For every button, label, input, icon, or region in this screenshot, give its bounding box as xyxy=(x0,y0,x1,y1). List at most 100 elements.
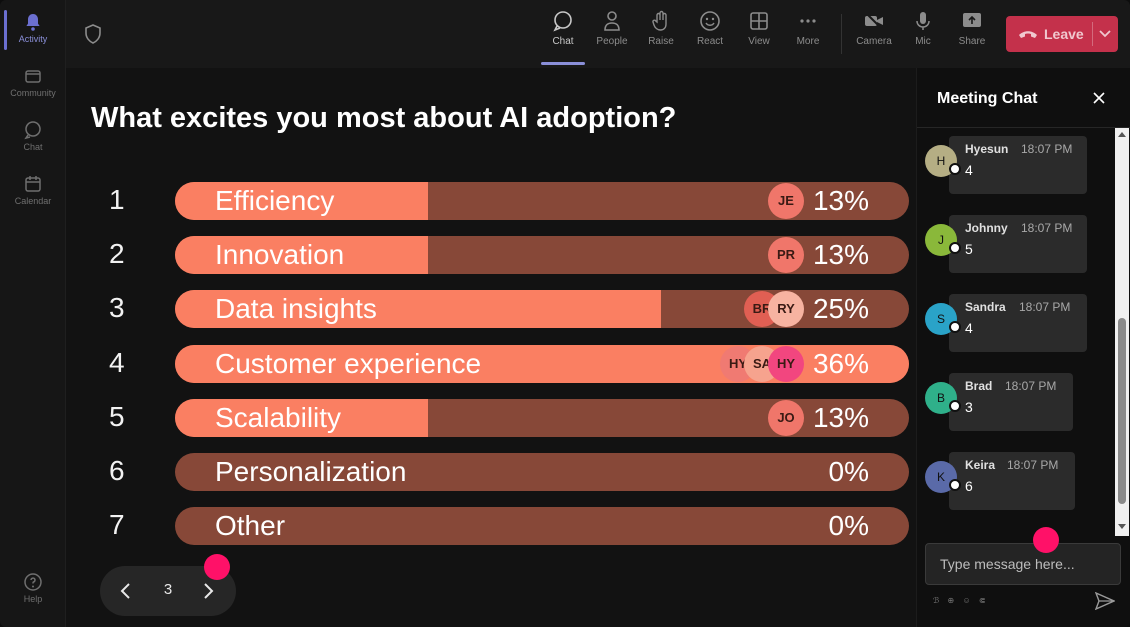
message-time: 18:07 PM xyxy=(1021,142,1073,156)
option-number: 1 xyxy=(109,184,125,215)
grid-view-icon xyxy=(750,12,768,30)
chat-message-input[interactable] xyxy=(925,543,1121,585)
toolbar-label: Chat xyxy=(552,36,574,47)
chat-header: Meeting Chat xyxy=(917,68,1130,128)
option-percent: 13% xyxy=(812,185,869,216)
option-label: Customer experience xyxy=(215,347,482,379)
option-bar: Data insights BR RY 25% xyxy=(175,290,909,329)
pointer-indicator xyxy=(1033,527,1059,553)
presence-status-icon xyxy=(949,163,961,175)
sender-name: Johnny xyxy=(965,221,1008,235)
option-percent: 36% xyxy=(812,347,869,379)
more-icon xyxy=(800,19,816,23)
rail-item-activity[interactable]: Activity xyxy=(0,10,66,50)
leave-button[interactable]: Leave xyxy=(1006,16,1118,52)
sender-name: Sandra xyxy=(965,300,1006,314)
close-icon[interactable] xyxy=(1091,90,1107,106)
smile-icon xyxy=(700,11,720,31)
option-percent: 25% xyxy=(812,293,869,325)
option-bar: Personalization 0% xyxy=(175,453,909,491)
option-bar: Other 0% xyxy=(175,507,909,546)
community-icon xyxy=(25,70,41,83)
toolbar-share-button[interactable]: Share xyxy=(950,10,994,47)
bell-icon xyxy=(26,14,40,31)
chat-scrollbar[interactable] xyxy=(1115,128,1129,536)
people-icon xyxy=(604,11,620,31)
scroll-thumb[interactable] xyxy=(1118,318,1126,504)
rail-item-calendar[interactable]: Calendar xyxy=(0,174,66,206)
option-bar-fill xyxy=(175,290,661,329)
page-number: 3 xyxy=(163,581,173,598)
toolbar-chat-button[interactable]: Chat xyxy=(541,10,585,65)
message-text: 6 xyxy=(965,478,973,494)
presence-status-icon xyxy=(949,400,961,412)
message-time: 18:07 PM xyxy=(1005,379,1057,393)
rail-item-help[interactable]: Help xyxy=(0,572,66,604)
rail-item-label: Activity xyxy=(18,34,48,44)
message-text: 5 xyxy=(965,241,973,257)
scroll-down-arrow[interactable] xyxy=(1118,524,1126,529)
toolbar-divider xyxy=(841,14,842,54)
message-text: 4 xyxy=(965,162,973,178)
rail-item-community[interactable]: Community xyxy=(0,66,66,98)
voter-avatar: HY xyxy=(768,345,804,382)
option-bar: Scalability JO 13% xyxy=(175,398,909,437)
format-toolbar[interactable]: ℬ ⊕ ☺ ⋐ xyxy=(933,596,989,605)
option-number: 6 xyxy=(109,455,125,486)
toolbar-more-button[interactable]: More xyxy=(786,10,830,47)
option-bar: Innovation PR 13% xyxy=(175,236,909,275)
rail-item-chat[interactable]: Chat xyxy=(0,120,66,152)
leave-divider xyxy=(1092,22,1093,46)
poll-option-row: 7 Other 0% xyxy=(91,507,911,546)
scroll-up-arrow[interactable] xyxy=(1118,132,1126,137)
sender-name: Brad xyxy=(965,379,993,393)
chevron-down-icon[interactable] xyxy=(1098,26,1112,40)
message-bubble: Keira 18:07 PM 6 xyxy=(949,452,1075,510)
toolbar-mic-button[interactable]: Mic xyxy=(901,10,945,47)
message-time: 18:07 PM xyxy=(1007,458,1059,472)
option-percent: 0% xyxy=(828,510,869,542)
meeting-chat-panel: Meeting Chat Hyesun 18:07 PM 4 H Johnny 18:07… xyxy=(916,68,1130,627)
chevron-left-icon[interactable] xyxy=(114,579,138,603)
toolbar-camera-button[interactable]: Camera xyxy=(852,10,896,47)
toolbar-raise-button[interactable]: Raise xyxy=(639,10,683,47)
option-number: 4 xyxy=(109,346,125,378)
option-bar-fill xyxy=(175,182,428,220)
calendar-icon xyxy=(25,176,41,192)
leave-label: Leave xyxy=(1044,26,1084,42)
option-label: Innovation xyxy=(215,239,345,271)
poll-option-row: 3 Data insights BR RY 25% xyxy=(91,290,911,329)
poll-question: What excites you most about AI adoption? xyxy=(91,102,677,134)
chevron-right-icon[interactable] xyxy=(196,579,220,603)
poll-stage: What excites you most about AI adoption?… xyxy=(66,68,916,627)
option-label: Data insights xyxy=(215,293,377,325)
toolbar-label: View xyxy=(748,36,770,47)
chat-title: Meeting Chat xyxy=(937,90,1038,107)
message-time: 18:07 PM xyxy=(1019,300,1071,314)
voter-avatar: JE xyxy=(768,183,804,219)
toolbar-react-button[interactable]: React xyxy=(688,10,732,47)
toolbar-label: Camera xyxy=(856,36,892,47)
rail-item-label: Calendar xyxy=(14,196,52,206)
share-screen-icon xyxy=(963,13,981,27)
toolbar-people-button[interactable]: People xyxy=(590,10,634,47)
send-icon[interactable] xyxy=(1095,592,1115,610)
option-label: Efficiency xyxy=(215,185,335,216)
presence-status-icon xyxy=(949,321,961,333)
toolbar-label: Raise xyxy=(648,36,674,47)
toolbar-view-button[interactable]: View xyxy=(737,10,781,47)
option-percent: 13% xyxy=(812,401,869,433)
voter-avatar: RY xyxy=(768,291,804,328)
option-number: 2 xyxy=(109,238,125,270)
help-icon xyxy=(24,573,42,591)
raise-hand-icon xyxy=(652,10,667,31)
presence-status-icon xyxy=(949,242,961,254)
toolbar-label: Share xyxy=(958,36,986,47)
option-bar-fill xyxy=(175,236,428,275)
option-bar: Customer experience HY SA HY 36% xyxy=(175,344,909,383)
chat-icon xyxy=(553,11,572,32)
camera-off-icon xyxy=(865,12,883,30)
toolbar-label: More xyxy=(796,36,820,47)
option-bar-fill xyxy=(175,398,428,437)
poll-option-row: 6 Personalization 0% xyxy=(91,453,911,491)
